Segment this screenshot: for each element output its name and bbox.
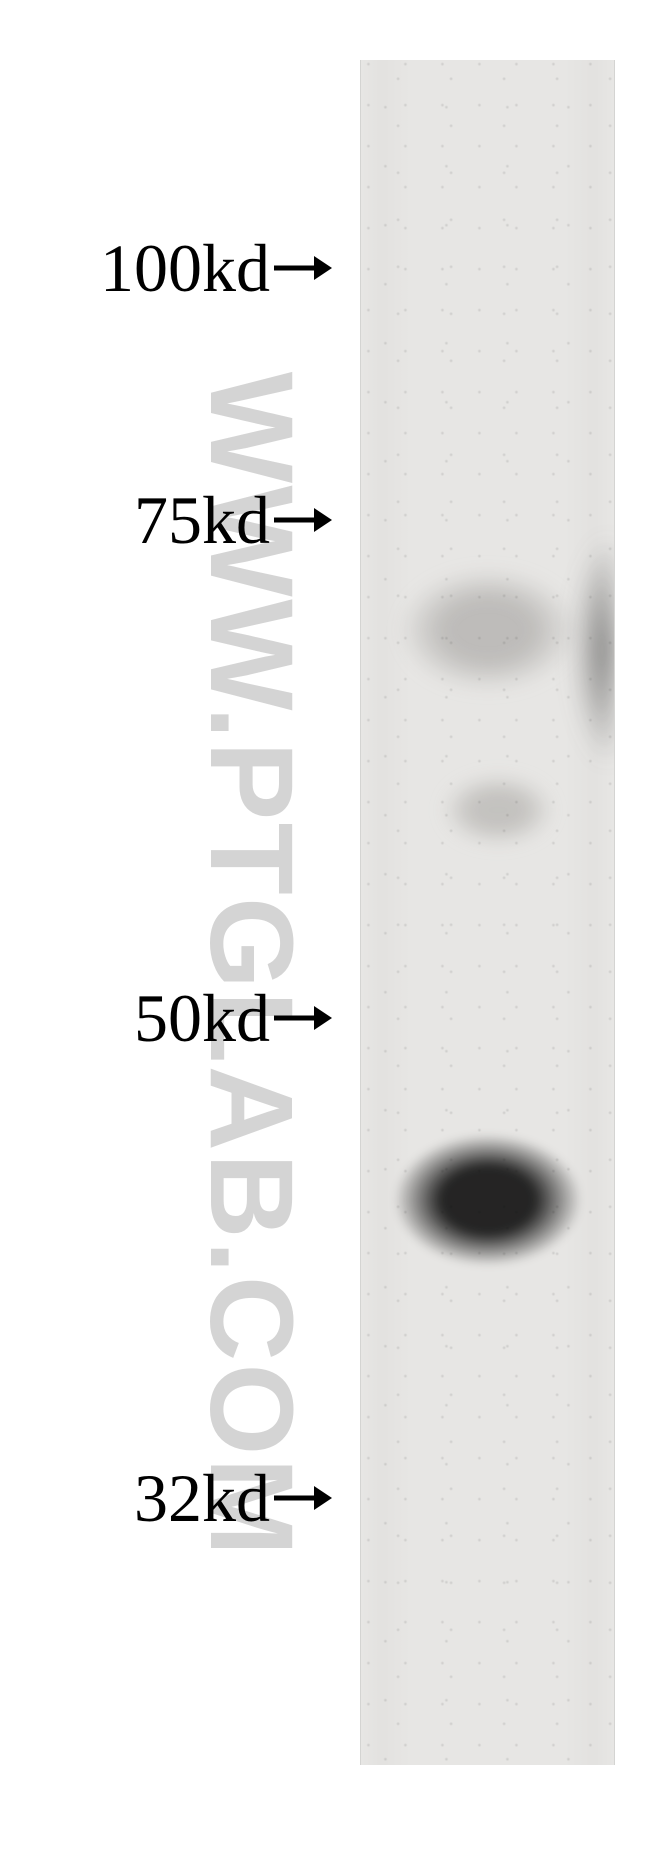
band-main-band-42: [395, 1135, 580, 1265]
mw-marker-label: 32kd: [0, 1459, 270, 1538]
mw-marker-row: 75kd: [0, 486, 332, 554]
arrow-right-icon: [274, 508, 332, 532]
mw-marker-row: 32kd: [0, 1464, 332, 1532]
arrow-right-icon: [274, 256, 332, 280]
right-edge-smear: [574, 540, 614, 760]
blot-lane: [360, 60, 615, 1765]
arrow-right-icon: [274, 1486, 332, 1510]
band-faint-band-60: [443, 775, 553, 845]
lane-noise: [361, 60, 614, 1765]
mw-marker-label: 100kd: [0, 229, 270, 308]
mw-marker-label: 50kd: [0, 979, 270, 1058]
arrow-right-icon: [274, 1006, 332, 1030]
band-faint-band-75-65: [400, 570, 575, 690]
mw-marker-row: 100kd: [0, 234, 332, 302]
mw-marker-label: 75kd: [0, 481, 270, 560]
mw-marker-row: 50kd: [0, 984, 332, 1052]
western-blot-figure: WWW.PTGLAB.COM 100kd75kd50kd32kd: [0, 0, 650, 1855]
